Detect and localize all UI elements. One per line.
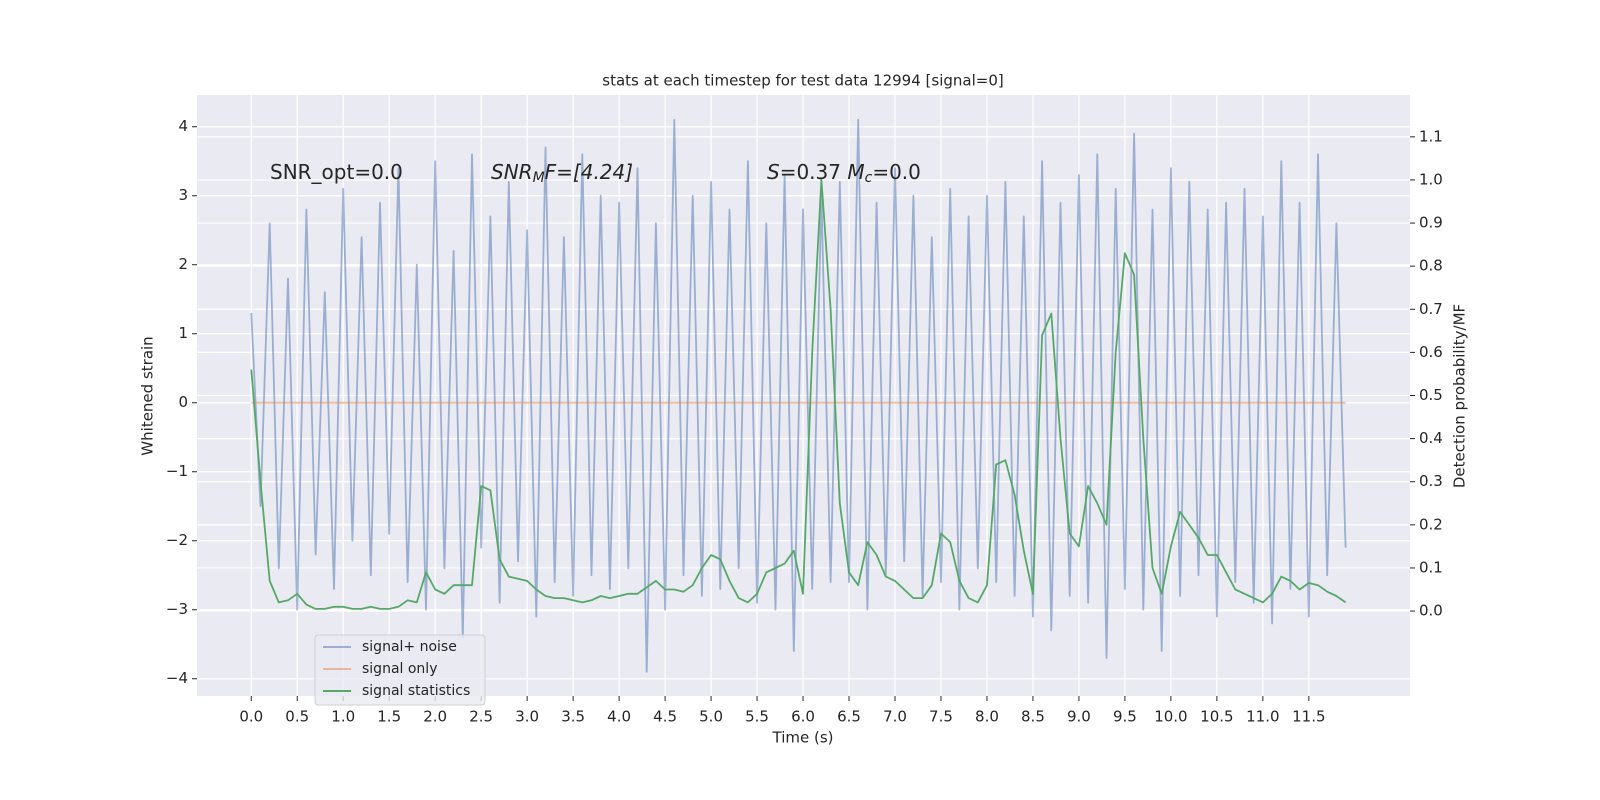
- y2-tick-label: 0.9: [1419, 214, 1443, 232]
- x-tick-label: 5.0: [699, 708, 723, 726]
- chart-title: stats at each timestep for test data 129…: [602, 72, 1003, 90]
- y-tick-label: 3: [178, 186, 188, 204]
- x-tick-label: 0.5: [285, 708, 309, 726]
- legend-label: signal only: [362, 661, 437, 677]
- x-tick-label: 4.5: [653, 708, 677, 726]
- x-tick-label: 7.0: [883, 708, 907, 726]
- y-tick-label: 0: [178, 393, 188, 411]
- annotation: S=0.37 Mc=0.0: [767, 160, 921, 187]
- x-tick-label: 11.0: [1246, 708, 1279, 726]
- x-tick-label: 1.0: [331, 708, 355, 726]
- y2-tick-label: 0.2: [1419, 515, 1443, 533]
- y2-tick-label: 0.4: [1419, 429, 1443, 447]
- y-tick-label: −2: [166, 531, 188, 549]
- x-axis-label: Time (s): [772, 729, 834, 747]
- x-tick-label: 10.5: [1200, 708, 1233, 726]
- y2-tick-label: 0.5: [1419, 386, 1443, 404]
- annotation-part: SNR: [491, 160, 533, 184]
- annotation-part: =0.37: [780, 160, 848, 184]
- annotation-part: SNR_opt=0.0: [270, 160, 403, 184]
- annotation: SNR_opt=0.0: [270, 160, 403, 184]
- y-tick-label: −1: [166, 462, 188, 480]
- y2-tick-label: 0.3: [1419, 472, 1443, 490]
- y-tick-label: −3: [166, 600, 188, 618]
- annotation-part: F=[4.24]: [545, 160, 633, 184]
- y2-axis-label: Detection probability/MF: [1451, 304, 1469, 488]
- annotation-part: c: [865, 170, 873, 186]
- annotation: SNRMF=[4.24]: [491, 160, 633, 187]
- y-axis-label: Whitened strain: [139, 336, 157, 455]
- y-tick-label: −4: [166, 669, 188, 687]
- annotation-part: M: [847, 160, 864, 184]
- x-tick-label: 8.5: [1021, 708, 1045, 726]
- x-tick-label: 5.5: [745, 708, 769, 726]
- x-tick-label: 10.0: [1154, 708, 1187, 726]
- y-tick-label: 2: [178, 255, 188, 273]
- y2-tick-label: 1.0: [1419, 170, 1443, 188]
- y-tick-label: 1: [178, 324, 188, 342]
- series-line: [250, 118, 1347, 673]
- y2-tick-label: 1.1: [1419, 127, 1443, 145]
- annotation-part: =0.0: [872, 160, 921, 184]
- annotation-part: M: [533, 170, 545, 186]
- legend-label: signal+ noise: [362, 639, 457, 655]
- x-tick-label: 0.0: [239, 708, 263, 726]
- x-tick-label: 7.5: [929, 708, 953, 726]
- legend-label: signal statistics: [362, 683, 470, 699]
- x-tick-label: 9.0: [1067, 708, 1091, 726]
- y2-tick-label: 0.0: [1419, 602, 1443, 620]
- series-line: [250, 179, 1347, 610]
- x-tick-label: 2.5: [469, 708, 493, 726]
- y2-tick-label: 0.6: [1419, 343, 1443, 361]
- x-tick-label: 9.5: [1113, 708, 1137, 726]
- x-tick-label: 8.0: [975, 708, 999, 726]
- x-tick-label: 3.5: [561, 708, 585, 726]
- x-tick-label: 1.5: [377, 708, 401, 726]
- legend-box: [314, 634, 486, 706]
- y-tick-label: 4: [178, 117, 188, 135]
- y2-tick-label: 0.7: [1419, 300, 1443, 318]
- x-tick-label: 6.5: [837, 708, 861, 726]
- x-tick-label: 3.0: [515, 708, 539, 726]
- y2-tick-label: 0.1: [1419, 558, 1443, 576]
- annotation-part: S: [767, 160, 780, 184]
- x-tick-label: 2.0: [423, 708, 447, 726]
- x-tick-label: 4.0: [607, 708, 631, 726]
- x-tick-label: 6.0: [791, 708, 815, 726]
- x-tick-label: 11.5: [1292, 708, 1325, 726]
- y2-tick-label: 0.8: [1419, 257, 1443, 275]
